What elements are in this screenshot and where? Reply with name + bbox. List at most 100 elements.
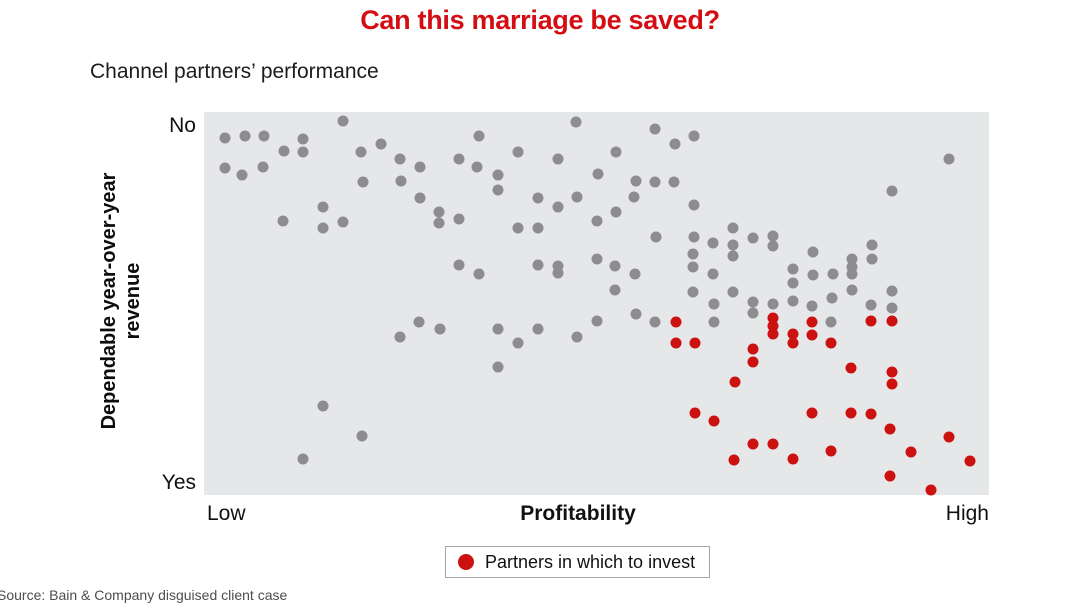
red-invest-point — [747, 356, 759, 368]
red-invest-point — [729, 376, 741, 388]
gray-partner-point — [414, 161, 426, 173]
gray-partner-point — [846, 284, 858, 296]
gray-partner-point — [865, 299, 877, 311]
gray-partner-point — [609, 284, 621, 296]
gray-partner-point — [413, 316, 425, 328]
gray-partner-point — [592, 168, 604, 180]
gray-partner-point — [297, 146, 309, 158]
gray-partner-point — [669, 138, 681, 150]
red-invest-point — [806, 316, 818, 328]
red-invest-point — [884, 423, 896, 435]
gray-partner-point — [570, 116, 582, 128]
gray-partner-point — [492, 323, 504, 335]
gray-partner-point — [610, 206, 622, 218]
gray-partner-point — [552, 267, 564, 279]
red-invest-point — [845, 362, 857, 374]
gray-partner-point — [767, 298, 779, 310]
gray-partner-point — [688, 231, 700, 243]
gray-partner-point — [630, 175, 642, 187]
gray-partner-point — [827, 268, 839, 280]
gray-partner-point — [512, 146, 524, 158]
y-axis-title-line1: Dependable year-over-year — [98, 172, 120, 430]
gray-partner-point — [747, 296, 759, 308]
gray-partner-point — [433, 206, 445, 218]
gray-partner-point — [688, 199, 700, 211]
gray-partner-point — [337, 115, 349, 127]
gray-partner-point — [552, 153, 564, 165]
y-axis-title-line2: revenue — [122, 262, 144, 340]
gray-partner-point — [492, 169, 504, 181]
gray-partner-point — [532, 222, 544, 234]
red-invest-point — [689, 407, 701, 419]
gray-partner-point — [807, 246, 819, 258]
red-invest-point — [925, 484, 937, 496]
gray-partner-point — [826, 292, 838, 304]
gray-partner-point — [395, 175, 407, 187]
gray-partner-point — [532, 259, 544, 271]
gray-partner-point — [747, 232, 759, 244]
gray-partner-point — [707, 237, 719, 249]
gray-partner-point — [532, 323, 544, 335]
gray-partner-point — [688, 130, 700, 142]
red-invest-point — [747, 343, 759, 355]
gray-partner-point — [552, 260, 564, 272]
gray-partner-point — [708, 316, 720, 328]
gray-partner-point — [317, 222, 329, 234]
gray-partner-point — [727, 250, 739, 262]
gray-partner-point — [394, 153, 406, 165]
gray-partner-point — [747, 307, 759, 319]
red-invest-point — [767, 320, 779, 332]
gray-partner-point — [650, 231, 662, 243]
gray-partner-point — [532, 192, 544, 204]
gray-partner-point — [767, 240, 779, 252]
gray-partner-point — [473, 130, 485, 142]
gray-partner-point — [807, 269, 819, 281]
gray-partner-point — [687, 286, 699, 298]
gray-partner-point — [512, 222, 524, 234]
gray-partner-point — [886, 185, 898, 197]
gray-partner-point — [649, 316, 661, 328]
gray-partner-point — [787, 295, 799, 307]
legend-box: Partners in which to invest — [445, 546, 711, 578]
gray-partner-point — [355, 146, 367, 158]
red-invest-point — [886, 378, 898, 390]
red-invest-point — [708, 415, 720, 427]
red-invest-point — [905, 446, 917, 458]
gray-partner-point — [649, 176, 661, 188]
gray-partner-point — [375, 138, 387, 150]
red-invest-point — [670, 337, 682, 349]
red-invest-point — [886, 315, 898, 327]
legend-label: Partners in which to invest — [485, 551, 696, 572]
gray-partner-point — [787, 263, 799, 275]
gray-partner-point — [219, 132, 231, 144]
gray-partner-point — [806, 300, 818, 312]
gray-partner-point — [630, 308, 642, 320]
red-invest-point — [964, 455, 976, 467]
gray-partner-point — [610, 146, 622, 158]
gray-partner-point — [609, 260, 621, 272]
red-invest-point — [884, 470, 896, 482]
gray-partner-point — [512, 337, 524, 349]
gray-partner-point — [552, 201, 564, 213]
gray-partner-point — [394, 331, 406, 343]
red-invest-point — [689, 337, 701, 349]
y-axis-top-label: No — [169, 114, 196, 137]
gray-partner-point — [846, 261, 858, 273]
gray-partner-point — [668, 176, 680, 188]
gray-partner-point — [357, 176, 369, 188]
gray-partner-point — [571, 331, 583, 343]
gray-partner-point — [629, 268, 641, 280]
gray-partner-point — [473, 268, 485, 280]
gray-partner-point — [571, 191, 583, 203]
gray-partner-point — [591, 315, 603, 327]
gray-partner-point — [886, 302, 898, 314]
y-axis-bottom-label: Yes — [161, 471, 196, 494]
y-axis-title: Dependable year-over-year revenue — [97, 121, 145, 481]
red-invest-point — [825, 337, 837, 349]
x-axis-min-label: Low — [207, 502, 246, 525]
gray-partner-point — [297, 133, 309, 145]
page-title: Can this marriage be saved? — [360, 5, 720, 35]
gray-partner-point — [434, 323, 446, 335]
red-invest-point — [767, 438, 779, 450]
gray-partner-point — [453, 213, 465, 225]
